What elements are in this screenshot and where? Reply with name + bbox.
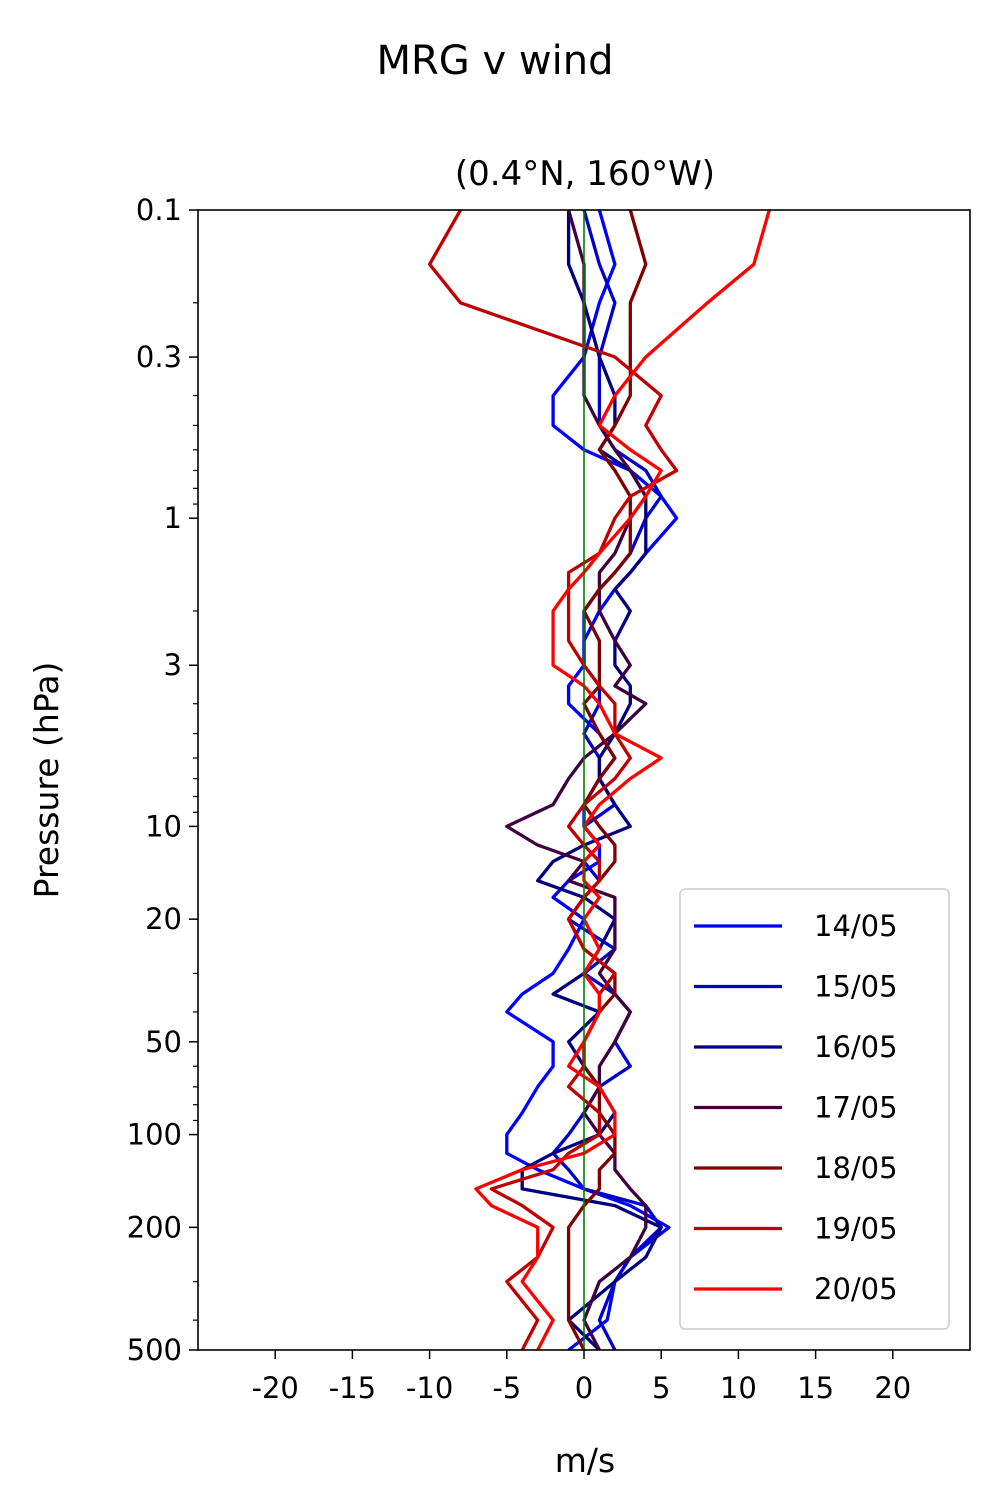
x-tick-label: -15	[329, 1371, 376, 1405]
y-tick-label: 100	[127, 1118, 182, 1152]
series-line-6	[427, 210, 679, 1350]
x-tick-label: -10	[406, 1371, 453, 1405]
x-tick-label: 5	[652, 1371, 670, 1405]
plot-area: -20 -15 -10 -5 0 5 10 15 20 0.1 0.3 1 3 10 20 50 100 200 5…	[127, 193, 971, 1405]
legend-label-6: 19/05	[814, 1212, 898, 1246]
x-tick-label: 15	[797, 1371, 834, 1405]
y-tick-label: 200	[127, 1210, 182, 1244]
y-tick-label: 3	[164, 648, 182, 682]
legend-box	[679, 888, 950, 1330]
y-tick-label: 50	[145, 1025, 182, 1059]
x-tick-label: 0	[575, 1371, 593, 1405]
legend-label-7: 20/05	[814, 1272, 898, 1306]
x-tick-label: -5	[492, 1371, 521, 1405]
legend-label-4: 17/05	[814, 1091, 898, 1125]
x-tick-label: 10	[720, 1371, 757, 1405]
figure-suptitle: MRG v wind	[377, 38, 614, 84]
y-tick-label: 10	[145, 809, 182, 843]
legend-label-1: 14/05	[814, 909, 898, 943]
legend-label-3: 16/05	[814, 1030, 898, 1064]
legend-label-5: 18/05	[814, 1151, 898, 1185]
series-line-4	[505, 210, 648, 1350]
legend: 14/05 15/05 16/05 17/05 18/05 19/05 20/05	[679, 888, 950, 1330]
y-tick-label: 0.3	[136, 340, 182, 374]
series-line-3	[520, 210, 663, 1350]
axes-title: (0.4°N, 160°W)	[455, 154, 715, 194]
y-tick-label: 20	[145, 902, 182, 936]
x-tick-label: -20	[252, 1371, 299, 1405]
x-tick-label: 20	[874, 1371, 911, 1405]
series-line-1	[505, 210, 679, 1350]
y-axis-label: Pressure (hPa)	[27, 662, 66, 899]
x-axis-label: m/s	[555, 1441, 615, 1480]
y-tick-label: 1	[164, 501, 182, 535]
series-line-5	[566, 210, 648, 1350]
legend-label-2: 15/05	[814, 970, 898, 1004]
y-tick-label: 0.1	[136, 193, 182, 227]
series-line-7	[474, 210, 771, 1350]
y-tick-label: 500	[127, 1333, 182, 1367]
